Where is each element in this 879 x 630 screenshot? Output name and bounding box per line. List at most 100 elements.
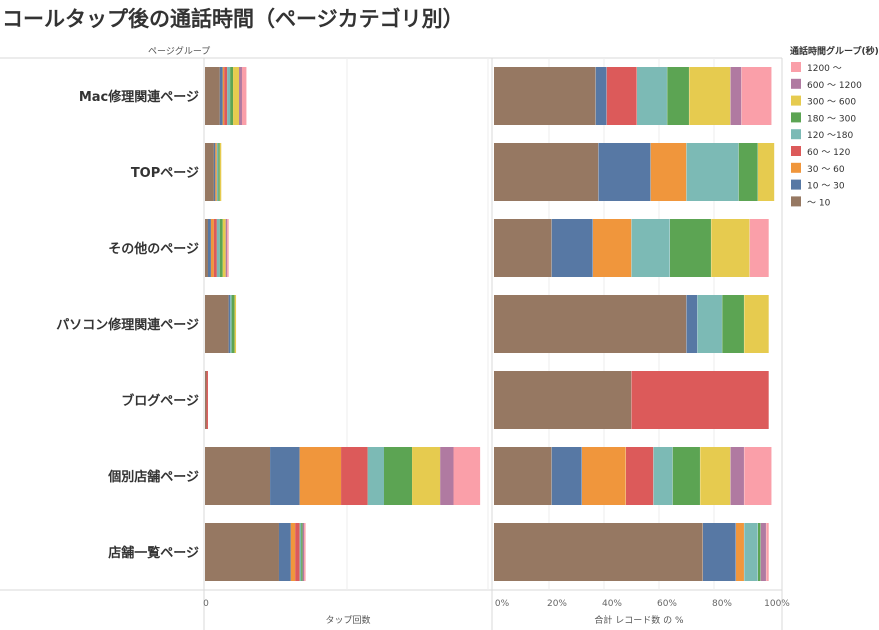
legend-item-label: 10 ～ 30 xyxy=(807,182,845,192)
bar-segment xyxy=(216,143,219,201)
legend-swatch xyxy=(791,179,801,190)
bar-segment xyxy=(205,523,279,581)
bar-segment xyxy=(213,219,217,277)
legend-item-label: 1200 ～ xyxy=(807,64,842,74)
legend-swatch xyxy=(791,112,801,123)
row-header: ページグループ xyxy=(148,45,210,57)
bar-segment xyxy=(295,523,300,581)
bar-segment xyxy=(744,447,772,505)
category-label: その他のページ xyxy=(108,241,199,257)
bar-segment xyxy=(218,143,220,201)
bar-segment xyxy=(606,67,637,125)
bar-segment xyxy=(667,67,690,125)
bar-segment xyxy=(494,143,599,201)
bar-segment xyxy=(302,523,305,581)
bar-segment xyxy=(299,447,342,505)
bar-segment xyxy=(219,67,223,125)
legend-title: 通話時間グループ(秒) xyxy=(790,45,879,57)
bar-segment xyxy=(210,219,214,277)
legend-item-label: ～ 10 xyxy=(807,198,831,208)
legend-item-label: 60 ～ 120 xyxy=(807,148,851,158)
bar-segment xyxy=(626,447,654,505)
bar-segment xyxy=(650,143,687,201)
bar-segment xyxy=(722,295,745,353)
bar-segment xyxy=(741,67,772,125)
x-tick-label: 100% xyxy=(764,599,790,609)
bar-segment xyxy=(494,371,632,429)
category-label: Mac修理関連ページ xyxy=(79,89,199,105)
bar-segment xyxy=(213,143,216,201)
bar-segment xyxy=(216,219,220,277)
bar-segment xyxy=(551,447,582,505)
bar-segment xyxy=(304,523,306,581)
x-tick-label: 80% xyxy=(712,599,732,609)
bar-segment xyxy=(730,67,742,125)
bar-segment xyxy=(631,371,769,429)
category-label: TOPページ xyxy=(131,166,199,181)
bar-segment xyxy=(205,295,229,353)
bar-segment xyxy=(225,219,228,277)
bar-segment xyxy=(670,219,712,277)
bar-segment xyxy=(730,447,745,505)
bar-segment xyxy=(758,523,761,581)
bar-segment xyxy=(224,67,228,125)
legend-swatch xyxy=(791,129,801,140)
bar-segment xyxy=(551,219,593,277)
bar-segment xyxy=(278,523,291,581)
x-axis-label-percent: 合計 レコード数 の % xyxy=(594,614,684,626)
bar-segment xyxy=(234,295,237,353)
bar-segment xyxy=(205,219,208,277)
bar-segment xyxy=(631,219,670,277)
bar-segment xyxy=(227,219,229,277)
legend-swatch xyxy=(791,162,801,173)
legend-swatch xyxy=(791,95,801,106)
legend-item-label: 30 ～ 60 xyxy=(807,165,845,175)
bar-segment xyxy=(637,67,668,125)
bar-segment xyxy=(239,67,242,125)
chart-title: コールタップ後の通話時間（ページカテゴリ別） xyxy=(2,7,464,31)
bar-segment xyxy=(672,447,701,505)
legend-swatch xyxy=(791,196,801,207)
bar-segment xyxy=(700,447,731,505)
bar-segment xyxy=(744,523,758,581)
bar-segment xyxy=(494,67,596,125)
bar-segment xyxy=(453,447,481,505)
bar-segment xyxy=(653,447,673,505)
bar-segment xyxy=(230,67,234,125)
bar-segment xyxy=(215,143,217,201)
legend-swatch xyxy=(791,78,801,89)
x-tick-label: 60% xyxy=(657,599,677,609)
bar-segment xyxy=(206,371,208,429)
bar-segment xyxy=(207,219,211,277)
bar-segment xyxy=(228,295,231,353)
legend-item-label: 600 ～ 1200 xyxy=(807,81,862,91)
bar-segment xyxy=(367,447,384,505)
x-axis-label-taps: タップ回数 xyxy=(325,614,370,626)
bar-segment xyxy=(299,523,302,581)
bar-segment xyxy=(593,219,632,277)
bar-segment xyxy=(227,67,231,125)
bar-segment xyxy=(440,447,454,505)
bar-segment xyxy=(582,447,626,505)
bar-segment xyxy=(686,143,739,201)
bar-segment xyxy=(412,447,441,505)
bar-segment xyxy=(749,219,769,277)
bar-segment xyxy=(686,295,698,353)
category-label: 個別店舗ページ xyxy=(107,469,199,485)
bar-segment xyxy=(301,523,303,581)
bar-segment xyxy=(231,295,235,353)
bar-segment xyxy=(219,143,222,201)
bar-segment xyxy=(595,67,607,125)
x-tick-label: 0% xyxy=(495,599,510,609)
category-label: ブログページ xyxy=(121,393,199,409)
legend-item-label: 300 ～ 600 xyxy=(807,98,856,108)
bar-segment xyxy=(744,295,769,353)
legend-swatch xyxy=(791,146,801,156)
bar-segment xyxy=(494,523,703,581)
bar-segment xyxy=(383,447,413,505)
legend-swatch xyxy=(791,62,801,72)
bar-segment xyxy=(758,143,775,201)
bar-segment xyxy=(494,219,552,277)
legend-item-label: 120 ～180 xyxy=(807,131,853,141)
bar-segment xyxy=(205,447,271,505)
